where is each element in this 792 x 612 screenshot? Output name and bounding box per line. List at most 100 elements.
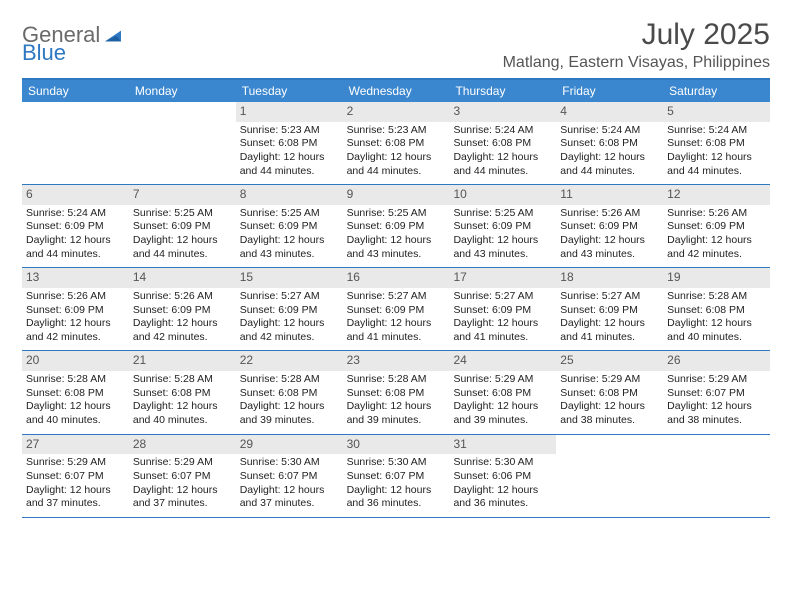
- cell-body: Sunrise: 5:24 AMSunset: 6:08 PMDaylight:…: [449, 122, 556, 185]
- day-number: 11: [556, 185, 663, 205]
- sunset-text: Sunset: 6:07 PM: [667, 387, 766, 401]
- calendar-cell: [556, 435, 663, 517]
- day-number: 31: [449, 435, 556, 455]
- calendar-week: 13Sunrise: 5:26 AMSunset: 6:09 PMDayligh…: [22, 268, 770, 351]
- daylight-text: Daylight: 12 hours and 42 minutes.: [133, 317, 232, 344]
- sunset-text: Sunset: 6:06 PM: [453, 470, 552, 484]
- cell-body: Sunrise: 5:29 AMSunset: 6:08 PMDaylight:…: [556, 371, 663, 434]
- cell-body: Sunrise: 5:28 AMSunset: 6:08 PMDaylight:…: [129, 371, 236, 434]
- sunset-text: Sunset: 6:09 PM: [26, 304, 125, 318]
- daylight-text: Daylight: 12 hours and 41 minutes.: [453, 317, 552, 344]
- daylight-text: Daylight: 12 hours and 40 minutes.: [667, 317, 766, 344]
- title-block: July 2025 Matlang, Eastern Visayas, Phil…: [503, 18, 770, 72]
- cell-body: Sunrise: 5:27 AMSunset: 6:09 PMDaylight:…: [343, 288, 450, 351]
- day-number: 27: [22, 435, 129, 455]
- day-number: 26: [663, 351, 770, 371]
- sunrise-text: Sunrise: 5:30 AM: [347, 456, 446, 470]
- daylight-text: Daylight: 12 hours and 44 minutes.: [133, 234, 232, 261]
- calendar-cell: 22Sunrise: 5:28 AMSunset: 6:08 PMDayligh…: [236, 351, 343, 433]
- calendar-cell: 19Sunrise: 5:28 AMSunset: 6:08 PMDayligh…: [663, 268, 770, 350]
- calendar-cell: 1Sunrise: 5:23 AMSunset: 6:08 PMDaylight…: [236, 102, 343, 184]
- daylight-text: Daylight: 12 hours and 39 minutes.: [347, 400, 446, 427]
- page: GeneralBlue July 2025 Matlang, Eastern V…: [0, 0, 792, 518]
- sunset-text: Sunset: 6:08 PM: [240, 387, 339, 401]
- sunrise-text: Sunrise: 5:26 AM: [26, 290, 125, 304]
- logo-text-blue: Blue: [22, 42, 66, 64]
- daylight-text: Daylight: 12 hours and 44 minutes.: [560, 151, 659, 178]
- sunset-text: Sunset: 6:07 PM: [347, 470, 446, 484]
- cell-body: Sunrise: 5:25 AMSunset: 6:09 PMDaylight:…: [236, 205, 343, 268]
- sunrise-text: Sunrise: 5:23 AM: [240, 124, 339, 138]
- calendar-cell: 20Sunrise: 5:28 AMSunset: 6:08 PMDayligh…: [22, 351, 129, 433]
- cell-body: Sunrise: 5:30 AMSunset: 6:07 PMDaylight:…: [236, 454, 343, 517]
- cell-body: Sunrise: 5:26 AMSunset: 6:09 PMDaylight:…: [556, 205, 663, 268]
- sunrise-text: Sunrise: 5:28 AM: [240, 373, 339, 387]
- cell-body: Sunrise: 5:28 AMSunset: 6:08 PMDaylight:…: [663, 288, 770, 351]
- day-number: 30: [343, 435, 450, 455]
- day-number: 8: [236, 185, 343, 205]
- sunset-text: Sunset: 6:08 PM: [347, 387, 446, 401]
- cell-body: Sunrise: 5:25 AMSunset: 6:09 PMDaylight:…: [129, 205, 236, 268]
- sunrise-text: Sunrise: 5:25 AM: [240, 207, 339, 221]
- daylight-text: Daylight: 12 hours and 37 minutes.: [26, 484, 125, 511]
- calendar-week: 6Sunrise: 5:24 AMSunset: 6:09 PMDaylight…: [22, 185, 770, 268]
- cell-body: [556, 454, 663, 512]
- cell-body: Sunrise: 5:29 AMSunset: 6:07 PMDaylight:…: [129, 454, 236, 517]
- calendar-cell: 13Sunrise: 5:26 AMSunset: 6:09 PMDayligh…: [22, 268, 129, 350]
- calendar-cell: 31Sunrise: 5:30 AMSunset: 6:06 PMDayligh…: [449, 435, 556, 517]
- sunrise-text: Sunrise: 5:26 AM: [133, 290, 232, 304]
- calendar-cell: 15Sunrise: 5:27 AMSunset: 6:09 PMDayligh…: [236, 268, 343, 350]
- day-number: 19: [663, 268, 770, 288]
- sunrise-text: Sunrise: 5:28 AM: [347, 373, 446, 387]
- day-number: 16: [343, 268, 450, 288]
- dow-saturday: Saturday: [663, 80, 770, 102]
- day-number: 4: [556, 102, 663, 122]
- daylight-text: Daylight: 12 hours and 42 minutes.: [240, 317, 339, 344]
- sunset-text: Sunset: 6:09 PM: [453, 304, 552, 318]
- sunset-text: Sunset: 6:09 PM: [347, 220, 446, 234]
- sunset-text: Sunset: 6:08 PM: [453, 387, 552, 401]
- dow-thursday: Thursday: [449, 80, 556, 102]
- sunset-text: Sunset: 6:08 PM: [560, 387, 659, 401]
- sunrise-text: Sunrise: 5:26 AM: [667, 207, 766, 221]
- calendar-cell: 12Sunrise: 5:26 AMSunset: 6:09 PMDayligh…: [663, 185, 770, 267]
- day-of-week-row: Sunday Monday Tuesday Wednesday Thursday…: [22, 80, 770, 102]
- sunset-text: Sunset: 6:09 PM: [560, 304, 659, 318]
- day-number: 17: [449, 268, 556, 288]
- daylight-text: Daylight: 12 hours and 41 minutes.: [560, 317, 659, 344]
- daylight-text: Daylight: 12 hours and 44 minutes.: [26, 234, 125, 261]
- day-number: 14: [129, 268, 236, 288]
- day-number: 3: [449, 102, 556, 122]
- calendar-cell: 16Sunrise: 5:27 AMSunset: 6:09 PMDayligh…: [343, 268, 450, 350]
- sunset-text: Sunset: 6:08 PM: [240, 137, 339, 151]
- calendar-cell: [129, 102, 236, 184]
- calendar-cell: 30Sunrise: 5:30 AMSunset: 6:07 PMDayligh…: [343, 435, 450, 517]
- cell-body: Sunrise: 5:23 AMSunset: 6:08 PMDaylight:…: [343, 122, 450, 185]
- daylight-text: Daylight: 12 hours and 44 minutes.: [453, 151, 552, 178]
- sunset-text: Sunset: 6:07 PM: [133, 470, 232, 484]
- calendar-week: 20Sunrise: 5:28 AMSunset: 6:08 PMDayligh…: [22, 351, 770, 434]
- sunset-text: Sunset: 6:09 PM: [453, 220, 552, 234]
- cell-body: Sunrise: 5:23 AMSunset: 6:08 PMDaylight:…: [236, 122, 343, 185]
- day-number: 29: [236, 435, 343, 455]
- cell-body: Sunrise: 5:30 AMSunset: 6:06 PMDaylight:…: [449, 454, 556, 517]
- calendar-cell: 21Sunrise: 5:28 AMSunset: 6:08 PMDayligh…: [129, 351, 236, 433]
- cell-body: Sunrise: 5:24 AMSunset: 6:09 PMDaylight:…: [22, 205, 129, 268]
- day-number: 15: [236, 268, 343, 288]
- calendar-cell: 3Sunrise: 5:24 AMSunset: 6:08 PMDaylight…: [449, 102, 556, 184]
- sunrise-text: Sunrise: 5:25 AM: [133, 207, 232, 221]
- daylight-text: Daylight: 12 hours and 37 minutes.: [240, 484, 339, 511]
- cell-body: Sunrise: 5:26 AMSunset: 6:09 PMDaylight:…: [663, 205, 770, 268]
- calendar-cell: 24Sunrise: 5:29 AMSunset: 6:08 PMDayligh…: [449, 351, 556, 433]
- sunrise-text: Sunrise: 5:29 AM: [667, 373, 766, 387]
- daylight-text: Daylight: 12 hours and 38 minutes.: [667, 400, 766, 427]
- calendar-cell: 9Sunrise: 5:25 AMSunset: 6:09 PMDaylight…: [343, 185, 450, 267]
- day-number: 7: [129, 185, 236, 205]
- sunrise-text: Sunrise: 5:23 AM: [347, 124, 446, 138]
- cell-body: Sunrise: 5:28 AMSunset: 6:08 PMDaylight:…: [343, 371, 450, 434]
- month-title: July 2025: [503, 18, 770, 52]
- daylight-text: Daylight: 12 hours and 39 minutes.: [453, 400, 552, 427]
- sunrise-text: Sunrise: 5:29 AM: [26, 456, 125, 470]
- sunset-text: Sunset: 6:08 PM: [133, 387, 232, 401]
- calendar-cell: 14Sunrise: 5:26 AMSunset: 6:09 PMDayligh…: [129, 268, 236, 350]
